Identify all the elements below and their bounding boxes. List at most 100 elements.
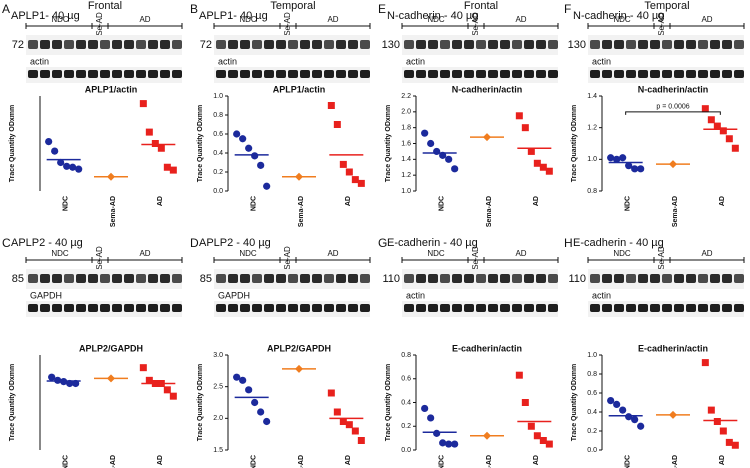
y-tick-label: 2.0 — [401, 109, 411, 116]
dot — [233, 373, 241, 381]
dot — [619, 406, 627, 414]
x-tick-label: NDC — [251, 455, 258, 468]
x-tick-label: Sema-AD — [298, 196, 305, 227]
dot — [713, 122, 721, 130]
blot-band — [88, 40, 98, 49]
blot-band — [524, 304, 534, 312]
y-tick-label: 1.0 — [587, 352, 597, 359]
panel-letter: B — [190, 2, 198, 16]
lane-label: NDC — [239, 15, 257, 24]
x-tick-label: AD — [157, 455, 164, 465]
blot-band — [76, 304, 86, 312]
y-tick-label: 0.0 — [213, 188, 223, 195]
blot-band — [360, 304, 370, 312]
dot — [701, 105, 709, 113]
y-tick-label: 0.6 — [587, 390, 597, 397]
blot-band — [488, 70, 498, 78]
dot — [75, 165, 83, 173]
blot-band — [662, 274, 672, 283]
blot-band — [626, 274, 636, 283]
x-tick-label: NDC — [625, 455, 632, 468]
blot-band — [464, 40, 474, 49]
y-tick-label: 1.2 — [401, 172, 411, 179]
molecular-weight: 85 — [200, 273, 212, 285]
dot — [333, 408, 341, 416]
x-tick-label: Sema-AD — [672, 196, 679, 227]
y-axis-label: Trace Quantity ODxmm — [571, 105, 578, 182]
blot-band — [288, 40, 298, 49]
region-label: Frontal — [464, 0, 498, 12]
blot-band — [590, 40, 600, 49]
dot — [351, 176, 359, 184]
plot-title: E-cadherin/actin — [452, 343, 522, 353]
blot-band — [336, 70, 346, 78]
dot — [637, 422, 645, 430]
loading-label: actin — [592, 290, 611, 300]
lane-label: NDC — [613, 15, 631, 24]
lane-label: AD — [701, 249, 712, 258]
dot — [731, 144, 739, 152]
plot-title: N-cadherin/actin — [452, 84, 523, 94]
blot-band — [548, 40, 558, 49]
blot-band — [52, 304, 62, 312]
dot — [539, 163, 547, 171]
blot-band — [698, 70, 708, 78]
dot — [233, 130, 241, 138]
dot — [439, 439, 447, 447]
blot-band — [136, 304, 146, 312]
blot-band — [288, 304, 298, 312]
blot-band — [674, 70, 684, 78]
blot-band — [240, 304, 250, 312]
blot-band — [88, 70, 98, 78]
dot — [445, 440, 453, 448]
y-tick-label: 0.2 — [401, 423, 411, 430]
blot-band — [348, 274, 358, 283]
dot — [245, 144, 253, 152]
dot — [345, 421, 353, 429]
dot — [613, 400, 621, 408]
dot — [631, 416, 639, 424]
dot — [637, 165, 645, 173]
blot-band — [336, 304, 346, 312]
dot — [327, 389, 335, 397]
lane-label: NDC — [427, 249, 445, 258]
blot-band — [488, 40, 498, 49]
panel-letter: D — [190, 236, 199, 250]
blot-band — [348, 40, 358, 49]
blot-band — [452, 274, 462, 283]
blot-band — [590, 274, 600, 283]
dot — [427, 414, 435, 422]
y-tick-label: 0.4 — [213, 150, 223, 157]
blot-band — [710, 274, 720, 283]
blot-band — [172, 274, 182, 283]
blot-band — [524, 274, 534, 283]
x-tick-label: NDC — [439, 455, 446, 468]
blot-band — [324, 274, 334, 283]
plot-title: APLP2/GAPDH — [79, 343, 143, 353]
blot-band — [40, 70, 50, 78]
panel-letter: H — [564, 236, 573, 250]
blot-band — [300, 304, 310, 312]
blot-band — [28, 40, 38, 49]
blot-band — [136, 274, 146, 283]
blot-band — [662, 70, 672, 78]
x-tick-label: NDC — [251, 196, 258, 211]
blot-band — [416, 274, 426, 283]
y-axis-label: Trace Quantity ODxmm — [9, 105, 16, 182]
blot-band — [476, 304, 486, 312]
dot — [339, 160, 347, 168]
blot-band — [710, 304, 720, 312]
blot-band — [614, 304, 624, 312]
blot-band — [452, 40, 462, 49]
blot-label: APLP2 - 40 µg — [11, 237, 83, 249]
dot — [527, 422, 535, 430]
blot-band — [252, 40, 262, 49]
blot-band — [228, 70, 238, 78]
dot — [169, 392, 177, 400]
blot-band — [722, 274, 732, 283]
blot-band — [428, 274, 438, 283]
significance-bracket — [625, 111, 721, 115]
blot-band — [488, 304, 498, 312]
blot-band — [172, 70, 182, 78]
blot-band — [228, 304, 238, 312]
